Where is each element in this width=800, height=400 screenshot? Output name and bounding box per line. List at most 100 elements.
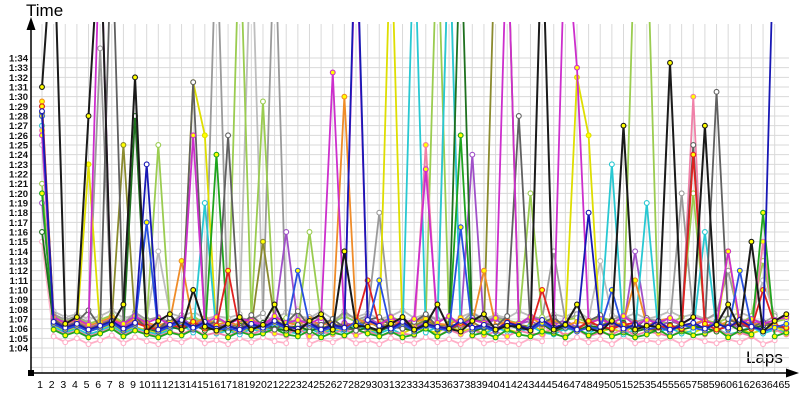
svg-text:1:21: 1:21: [9, 179, 29, 190]
svg-text:12: 12: [162, 379, 174, 391]
svg-text:64: 64: [767, 379, 779, 391]
svg-text:52: 52: [627, 379, 639, 391]
svg-text:1:10: 1:10: [9, 286, 28, 297]
svg-text:60: 60: [720, 379, 732, 391]
svg-text:1:29: 1:29: [9, 102, 28, 113]
svg-text:26: 26: [325, 379, 337, 391]
svg-text:1:13: 1:13: [9, 257, 28, 268]
svg-text:28: 28: [348, 379, 360, 391]
svg-text:31: 31: [383, 379, 395, 391]
svg-text:56: 56: [674, 379, 686, 391]
svg-text:1: 1: [37, 379, 43, 391]
axes: [30, 28, 792, 374]
svg-text:36: 36: [441, 379, 453, 391]
svg-text:1:18: 1:18: [9, 208, 28, 219]
svg-text:1:09: 1:09: [9, 295, 28, 306]
svg-text:1:27: 1:27: [9, 121, 28, 132]
svg-text:5: 5: [84, 379, 90, 391]
svg-text:1:11: 1:11: [10, 276, 29, 287]
svg-text:1:19: 1:19: [9, 199, 28, 210]
svg-text:40: 40: [488, 379, 500, 391]
svg-text:1:06: 1:06: [9, 324, 28, 335]
svg-text:42: 42: [511, 379, 523, 391]
svg-text:62: 62: [744, 379, 756, 391]
series-group: [39, 22, 790, 348]
svg-text:15: 15: [197, 379, 209, 391]
svg-text:1:22: 1:22: [9, 170, 28, 181]
svg-text:48: 48: [581, 379, 593, 391]
svg-text:32: 32: [395, 379, 407, 391]
svg-text:1:32: 1:32: [9, 73, 28, 84]
svg-text:43: 43: [523, 379, 535, 391]
svg-text:19: 19: [243, 379, 255, 391]
svg-text:17: 17: [220, 379, 232, 391]
svg-text:1:15: 1:15: [9, 237, 29, 248]
svg-text:1:16: 1:16: [9, 228, 28, 239]
svg-text:2: 2: [49, 379, 55, 391]
svg-text:4: 4: [72, 379, 78, 391]
svg-text:49: 49: [592, 379, 604, 391]
svg-text:50: 50: [604, 379, 616, 391]
svg-text:1:20: 1:20: [9, 189, 28, 200]
origin-marker: [28, 370, 34, 376]
svg-text:24: 24: [302, 379, 314, 391]
svg-text:13: 13: [174, 379, 186, 391]
svg-text:57: 57: [685, 379, 697, 391]
y-axis-title: Time: [26, 1, 64, 20]
svg-text:61: 61: [732, 379, 744, 391]
svg-text:63: 63: [755, 379, 767, 391]
svg-text:35: 35: [430, 379, 442, 391]
svg-text:1:07: 1:07: [9, 315, 28, 326]
svg-text:1:23: 1:23: [9, 160, 28, 171]
svg-text:25: 25: [313, 379, 325, 391]
svg-text:1:25: 1:25: [9, 141, 29, 152]
svg-text:20: 20: [255, 379, 267, 391]
svg-text:1:05: 1:05: [9, 334, 29, 345]
svg-text:1:04: 1:04: [9, 344, 29, 355]
svg-text:65: 65: [778, 379, 790, 391]
svg-text:38: 38: [464, 379, 476, 391]
svg-text:10: 10: [139, 379, 151, 391]
svg-text:23: 23: [290, 379, 302, 391]
svg-text:1:34: 1:34: [9, 54, 29, 65]
svg-text:58: 58: [697, 379, 709, 391]
x-axis-arrow-icon: [786, 368, 799, 378]
svg-text:29: 29: [360, 379, 372, 391]
svg-text:1:31: 1:31: [9, 83, 29, 94]
svg-text:1:12: 1:12: [9, 266, 28, 277]
svg-text:1:33: 1:33: [9, 63, 28, 74]
svg-text:3: 3: [60, 379, 66, 391]
svg-text:54: 54: [651, 379, 663, 391]
svg-text:39: 39: [476, 379, 488, 391]
svg-text:18: 18: [232, 379, 244, 391]
svg-text:6: 6: [95, 379, 101, 391]
svg-text:41: 41: [499, 379, 511, 391]
svg-text:53: 53: [639, 379, 651, 391]
svg-text:46: 46: [558, 379, 570, 391]
svg-text:44: 44: [534, 379, 546, 391]
series-black: [39, 22, 790, 335]
svg-text:7: 7: [107, 379, 113, 391]
svg-text:1:24: 1:24: [9, 150, 29, 161]
svg-text:1:26: 1:26: [9, 131, 28, 142]
svg-text:1:14: 1:14: [9, 247, 29, 258]
svg-text:8: 8: [118, 379, 124, 391]
svg-text:51: 51: [616, 379, 628, 391]
svg-text:9: 9: [130, 379, 136, 391]
svg-text:45: 45: [546, 379, 558, 391]
svg-text:55: 55: [662, 379, 674, 391]
y-axis-arrow-icon: [26, 17, 36, 30]
svg-text:11: 11: [151, 379, 162, 391]
svg-text:59: 59: [709, 379, 721, 391]
svg-text:37: 37: [453, 379, 465, 391]
y-tick-labels: 1:041:051:061:071:081:091:101:111:121:13…: [9, 54, 29, 355]
svg-text:14: 14: [185, 379, 197, 391]
svg-text:16: 16: [209, 379, 221, 391]
svg-text:47: 47: [569, 379, 581, 391]
svg-text:33: 33: [406, 379, 418, 391]
svg-text:1:30: 1:30: [9, 92, 28, 103]
svg-text:27: 27: [337, 379, 349, 391]
svg-text:22: 22: [278, 379, 290, 391]
